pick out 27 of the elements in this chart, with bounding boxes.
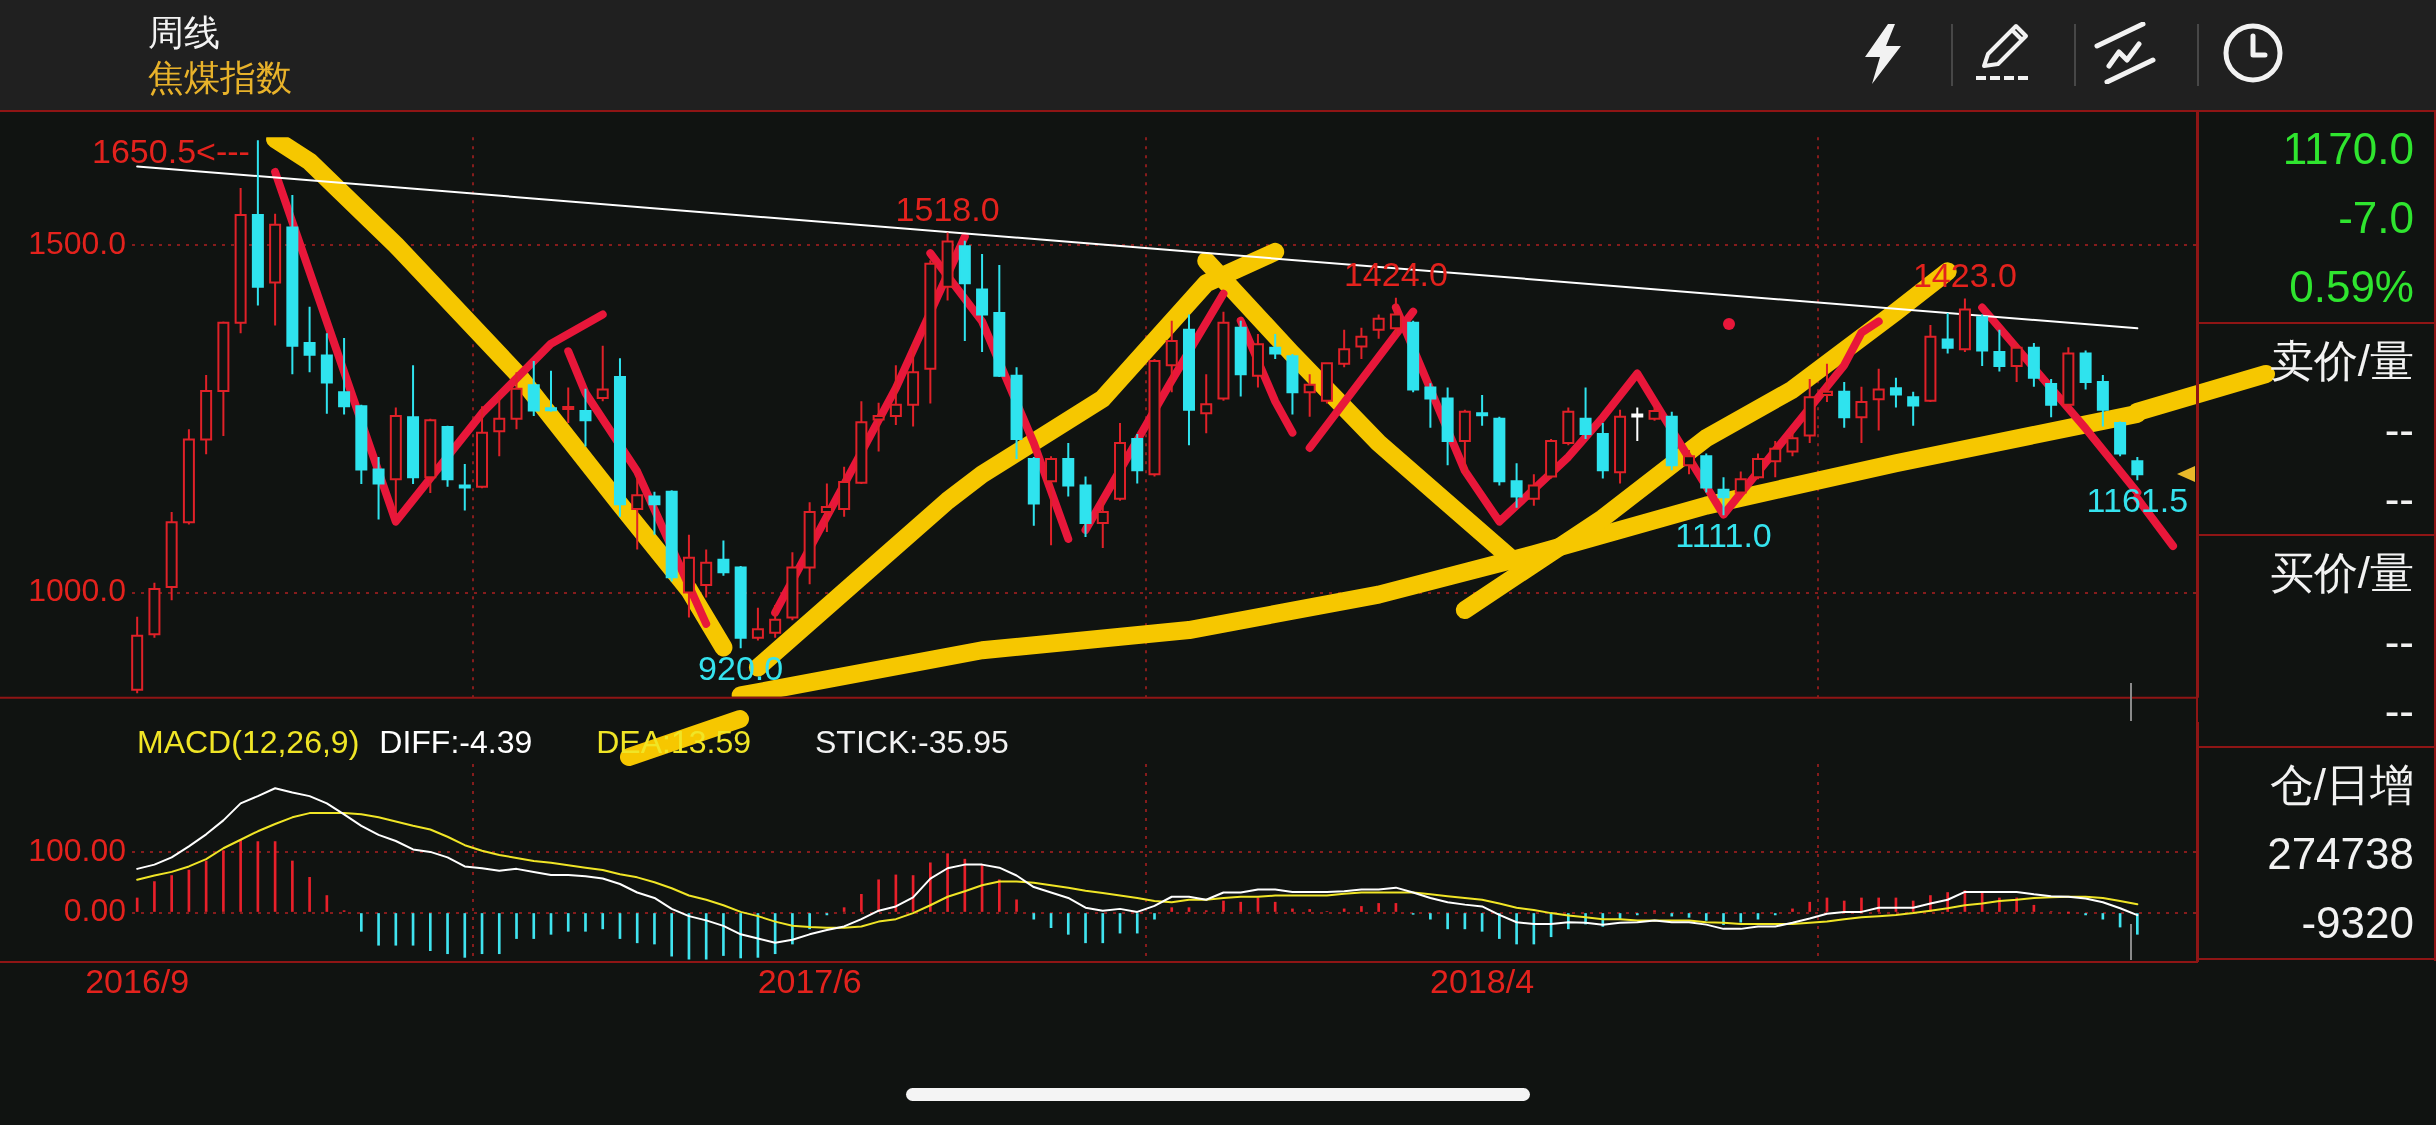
annotation: 1111.0: [1675, 515, 1772, 554]
text: 仓/日增: [2268, 759, 2415, 811]
text: STICK:-35.95: [814, 723, 1009, 760]
text: --: [2383, 473, 2415, 525]
text: -9320: [2300, 897, 2415, 949]
text: 买价/量: [2268, 547, 2415, 599]
text: DIFF:-4.39: [379, 723, 533, 760]
annotation: 1650.5<---: [92, 131, 250, 170]
chart-title: 焦煤指数: [148, 56, 292, 100]
y-tick-label: 1500.0: [28, 224, 126, 261]
x-tick-label: 2016/9: [85, 961, 190, 1000]
text: -7.0: [2337, 192, 2415, 244]
text: --: [2383, 404, 2415, 456]
y-tick-label: 1000.0: [28, 572, 126, 609]
x-tick-label: 2017/6: [757, 961, 862, 1000]
text: --: [2383, 616, 2415, 668]
y-tick-label: 100.00: [28, 831, 126, 868]
text: 0.59%: [2288, 261, 2415, 313]
text: 1170.0: [2281, 123, 2415, 175]
annotation: 1518.0: [895, 189, 1000, 228]
text: 274738: [2266, 828, 2415, 880]
text: 卖价/量: [2268, 335, 2415, 387]
text: --: [2383, 685, 2415, 737]
chart-subtitle: 周线: [148, 11, 220, 55]
chart-title: MACD(12,26,9): [137, 723, 360, 760]
y-tick-label: 0.00: [63, 892, 126, 929]
x-tick-label: 2018/4: [1430, 961, 1535, 1000]
